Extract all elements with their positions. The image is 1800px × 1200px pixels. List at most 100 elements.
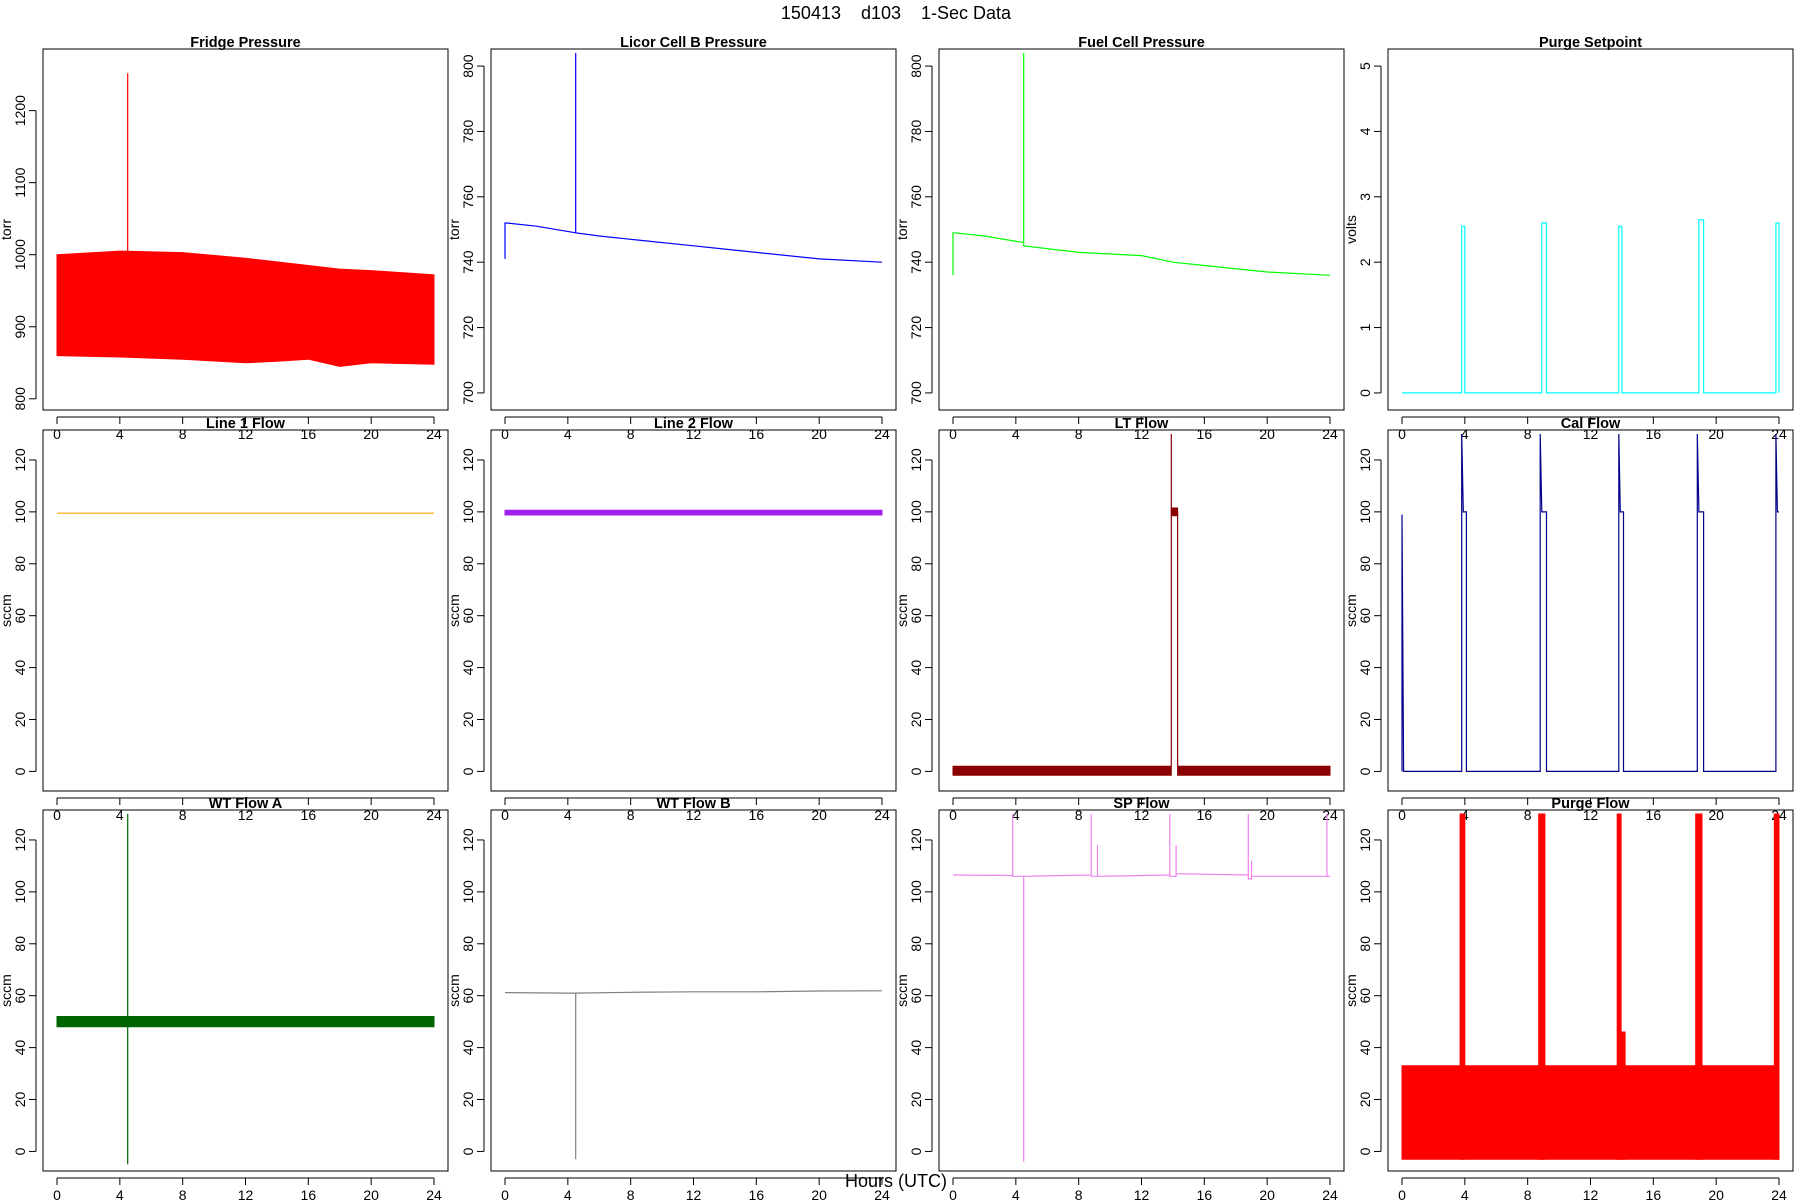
plot-frame xyxy=(1387,429,1794,792)
x-tick-label: 20 xyxy=(1708,1187,1724,1200)
y-tick-label: 80 xyxy=(12,936,28,952)
x-tick-label: 4 xyxy=(116,807,124,823)
plot-frame xyxy=(938,429,1345,792)
y-axis-label: volts xyxy=(1343,215,1359,244)
panel-title: Cal Flow xyxy=(1561,416,1621,432)
panel-title: Fridge Pressure xyxy=(190,35,300,51)
y-tick-label: 700 xyxy=(908,381,924,405)
y-tick-label: 40 xyxy=(12,660,28,676)
x-tick-label: 4 xyxy=(1012,1187,1020,1200)
panel-data xyxy=(504,53,883,263)
plot-frame xyxy=(42,809,449,1172)
x-tick-label: 8 xyxy=(627,426,635,442)
y-tick-label: 80 xyxy=(908,556,924,572)
x-tick-label: 16 xyxy=(1197,807,1213,823)
y-tick-label: 40 xyxy=(460,1040,476,1056)
y-tick-label: 120 xyxy=(12,448,28,472)
y-tick-label: 0 xyxy=(12,1147,28,1155)
panel-data xyxy=(952,434,1331,776)
plot-frame xyxy=(1387,809,1794,1172)
x-tick-label: 16 xyxy=(301,1187,317,1200)
y-tick-label: 2 xyxy=(1357,258,1373,266)
x-tick-label: 12 xyxy=(238,1187,254,1200)
x-tick-label: 16 xyxy=(1646,426,1662,442)
series-band-0 xyxy=(56,1016,435,1028)
x-tick-label: 0 xyxy=(53,1187,61,1200)
y-tick-label: 780 xyxy=(460,120,476,144)
y-axis-label: sccm xyxy=(894,974,910,1007)
x-tick-label: 24 xyxy=(1322,807,1338,823)
x-tick-label: 12 xyxy=(238,807,254,823)
panel-data xyxy=(952,814,1330,1162)
x-tick-label: 4 xyxy=(116,426,124,442)
y-tick-label: 20 xyxy=(12,712,28,728)
x-tick-label: 4 xyxy=(564,807,572,823)
y-axis: 0 20 40 60 80 100 120 xyxy=(460,828,485,1155)
y-tick-label: 40 xyxy=(908,660,924,676)
x-tick-label: 20 xyxy=(811,426,827,442)
y-tick-label: 80 xyxy=(460,556,476,572)
y-tick-label: 0 xyxy=(1357,1147,1373,1155)
y-tick-label: 5 xyxy=(1357,62,1373,70)
y-tick-label: 900 xyxy=(12,315,28,339)
x-tick-label: 4 xyxy=(1012,426,1020,442)
x-tick-label: 0 xyxy=(1398,807,1406,823)
x-tick-label: 16 xyxy=(1197,1187,1213,1200)
series-band-4 xyxy=(1620,1031,1626,1160)
x-tick-label: 4 xyxy=(1461,1187,1469,1200)
y-axis: 0 20 40 60 80 100 120 xyxy=(12,448,37,775)
x-tick-label: 8 xyxy=(627,807,635,823)
x-tick-label: 16 xyxy=(301,807,317,823)
x-tick-label: 16 xyxy=(301,426,317,442)
series-band-0 xyxy=(1401,1065,1780,1160)
panel-data xyxy=(952,53,1331,276)
x-tick-label: 12 xyxy=(1583,807,1599,823)
y-axis: 700 720 740 760 780 800 xyxy=(460,54,485,405)
panel-data xyxy=(504,990,883,1160)
y-tick-label: 0 xyxy=(908,1147,924,1155)
panel-data xyxy=(504,509,883,516)
y-tick-label: 740 xyxy=(908,250,924,274)
x-tick-label: 16 xyxy=(749,1187,765,1200)
y-axis: 0 20 40 60 80 100 120 xyxy=(908,828,933,1155)
plot-frame xyxy=(938,48,1345,411)
y-axis: 0 20 40 60 80 100 120 xyxy=(1357,828,1382,1155)
y-tick-label: 1100 xyxy=(12,167,28,197)
y-tick-label: 120 xyxy=(460,828,476,852)
x-tick-label: 24 xyxy=(426,1187,442,1200)
x-tick-label: 20 xyxy=(1708,807,1724,823)
panel-title: LT Flow xyxy=(1115,416,1169,432)
x-tick-label: 24 xyxy=(426,426,442,442)
y-tick-label: 40 xyxy=(908,1040,924,1056)
series-band-0 xyxy=(504,509,883,516)
y-tick-label: 100 xyxy=(12,880,28,904)
y-tick-label: 20 xyxy=(460,712,476,728)
y-axis: 700 720 740 760 780 800 xyxy=(908,54,933,405)
y-axis-label: sccm xyxy=(446,974,462,1007)
x-tick-label: 24 xyxy=(874,1187,890,1200)
panel-title: SP Flow xyxy=(1113,796,1170,812)
figure-title: 150413 d103 1-Sec Data xyxy=(781,3,1012,23)
x-tick-label: 16 xyxy=(749,426,765,442)
y-axis-label: sccm xyxy=(1343,974,1359,1007)
series-line-0 xyxy=(504,990,883,1160)
x-tick-label: 0 xyxy=(53,426,61,442)
x-axis: 0 4 8 12 16 20 24 xyxy=(949,1177,1338,1200)
x-tick-label: 24 xyxy=(1322,1187,1338,1200)
y-tick-label: 1200 xyxy=(12,95,28,126)
series-band-5 xyxy=(1695,813,1703,1160)
x-tick-label: 20 xyxy=(1708,426,1724,442)
series-band-1 xyxy=(1177,765,1331,776)
y-tick-label: 20 xyxy=(1357,712,1373,728)
x-tick-label: 8 xyxy=(1075,807,1083,823)
y-tick-label: 40 xyxy=(460,660,476,676)
y-axis-label: sccm xyxy=(446,594,462,627)
y-tick-label: 100 xyxy=(908,880,924,904)
series-line-0 xyxy=(952,814,1330,1162)
x-tick-label: 16 xyxy=(749,807,765,823)
series-line-0 xyxy=(1401,433,1779,773)
